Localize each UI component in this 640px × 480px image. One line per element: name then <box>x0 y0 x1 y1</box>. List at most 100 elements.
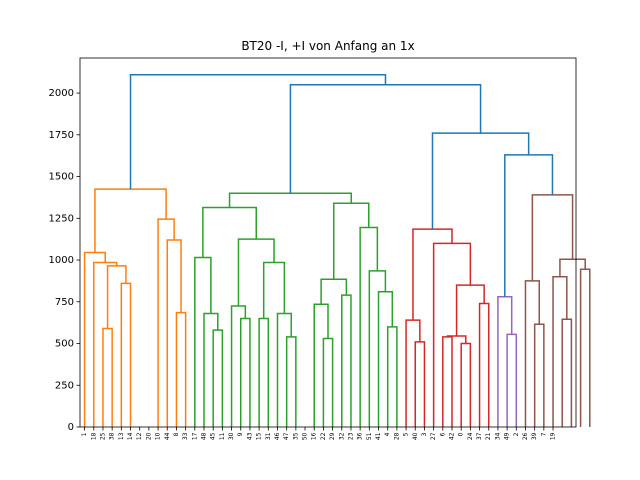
y-tick-label: 500 <box>55 339 74 350</box>
y-axis: 0 250 500 750 1000 1250 1500 1750 2000 <box>49 88 80 433</box>
dendrogram-link-0-6 <box>166 239 182 427</box>
dendrogram-link-1-16 <box>377 291 394 427</box>
y-tick-label: 1500 <box>49 172 74 183</box>
leaf-label: 35 <box>292 432 299 440</box>
leaf-label: 9 <box>237 432 244 436</box>
dendrogram-link-5-3 <box>129 73 387 190</box>
leaf-label: 45 <box>210 432 217 440</box>
leaf-label: 39 <box>531 432 538 440</box>
y-tick-label: 0 <box>68 422 74 433</box>
leaf-label: 34 <box>494 432 501 440</box>
leaf-label: 27 <box>430 432 437 440</box>
dendrogram-link-5-0 <box>504 154 554 297</box>
dendrogram-link-0-8 <box>94 188 167 253</box>
dendrogram-link-0-2 <box>106 265 127 329</box>
dendrogram-link-0-7 <box>157 218 175 427</box>
leaf-label: 6 <box>439 432 446 436</box>
leaf-label: 46 <box>274 432 281 440</box>
dendrogram-links <box>83 73 591 427</box>
dendrogram-link-2-3 <box>460 342 472 427</box>
leaf-label: 50 <box>302 432 309 440</box>
y-tick-label: 1750 <box>49 130 74 141</box>
dendrogram-link-0-5 <box>175 311 187 427</box>
y-tick-label: 2000 <box>49 88 74 99</box>
leaf-label: 24 <box>467 432 474 440</box>
dendrogram-link-1-10 <box>202 206 257 258</box>
y-tick-label: 1250 <box>49 213 74 224</box>
dendrogram-link-0-0 <box>102 327 113 427</box>
leaf-label: 43 <box>246 432 253 440</box>
leaf-label: 42 <box>449 432 456 440</box>
leaf-label: 20 <box>145 432 152 440</box>
dendrogram-link-1-2 <box>194 256 212 427</box>
dendrogram-link-1-0 <box>212 329 224 427</box>
dendrogram-link-5-1 <box>431 132 530 230</box>
leaf-label: 16 <box>311 432 318 440</box>
x-axis: 1 18 25 38 13 14 12 20 10 44 8 33 17 48 45 11 30 9 43 15 31 4… <box>81 427 557 440</box>
y-tick-label: 250 <box>55 380 74 391</box>
leaf-label: 22 <box>320 432 327 440</box>
leaf-label: 37 <box>476 432 483 440</box>
leaf-label: 13 <box>118 432 125 440</box>
dendrogram-link-2-1 <box>405 319 421 427</box>
leaf-label: 48 <box>201 432 208 440</box>
leaf-label: 41 <box>375 432 382 440</box>
dendrogram-link-4-4 <box>579 268 591 427</box>
dendrogram-link-1-15 <box>386 326 398 427</box>
leaf-label: 7 <box>540 432 547 436</box>
dendrogram-link-1-11 <box>322 337 334 427</box>
leaf-label: 4 <box>384 432 391 436</box>
dendrogram-link-0-1 <box>120 282 132 427</box>
dendrogram-link-1-17 <box>368 270 387 427</box>
leaf-label: 36 <box>357 432 364 440</box>
dendrogram-link-4-3 <box>552 275 568 427</box>
leaf-label: 1 <box>81 432 88 436</box>
dendrogram-link-1-3 <box>239 317 251 427</box>
dendrogram-link-1-12 <box>313 303 329 427</box>
dendrogram-link-4-2 <box>561 318 573 427</box>
dendrogram-link-1-7 <box>276 312 293 427</box>
dendrogram-link-4-5 <box>559 258 586 277</box>
leaf-label: 26 <box>522 432 529 440</box>
dendrogram-link-4-0 <box>533 323 545 427</box>
leaf-label: 18 <box>90 432 97 440</box>
leaf-label: 0 <box>458 432 465 436</box>
leaf-label: 11 <box>219 432 226 440</box>
leaf-label: 29 <box>329 432 336 440</box>
leaf-label: 28 <box>393 432 400 440</box>
dendrogram-link-1-13 <box>341 294 352 427</box>
dendrogram-link-1-9 <box>237 238 275 306</box>
dendrogram-link-2-0 <box>414 341 426 427</box>
dendrogram-link-1-14 <box>320 278 348 305</box>
leaf-label: 21 <box>485 432 492 440</box>
leaf-label: 25 <box>99 432 106 440</box>
dendrogram-link-3-0 <box>506 333 518 427</box>
dendrogram-link-1-8 <box>262 261 286 319</box>
dendrogram-link-2-2 <box>442 336 453 427</box>
chart-title: BT20 -I, +I von Anfang an 1x <box>241 39 414 53</box>
dendrogram-link-2-5 <box>478 302 490 427</box>
dendrogram-link-4-1 <box>524 280 541 427</box>
leaf-label: 47 <box>283 432 290 440</box>
leaf-label: 30 <box>228 432 235 440</box>
leaf-label: 33 <box>182 432 189 440</box>
y-tick-label: 1000 <box>49 255 74 266</box>
leaf-label: 2 <box>513 432 520 436</box>
leaf-label: 31 <box>265 432 272 440</box>
leaf-label: 14 <box>127 432 134 440</box>
dendrogram-link-1-19 <box>332 202 370 280</box>
dendrogram-link-1-5 <box>258 317 270 427</box>
plot-area-frame <box>79 57 577 428</box>
leaf-label: 32 <box>338 432 345 440</box>
leaf-label: 17 <box>191 432 198 440</box>
leaf-label: 12 <box>136 432 143 440</box>
dendrogram-link-5-2 <box>289 83 482 194</box>
dendrogram-link-3-1 <box>497 296 513 427</box>
leaf-label: 8 <box>173 432 180 436</box>
dendrogram-link-0-4 <box>83 251 107 427</box>
dendrogram-link-4-6 <box>531 194 574 281</box>
dendrogram-link-1-4 <box>230 305 247 427</box>
leaf-label: 38 <box>109 432 116 440</box>
dendrogram-link-1-6 <box>285 336 297 427</box>
